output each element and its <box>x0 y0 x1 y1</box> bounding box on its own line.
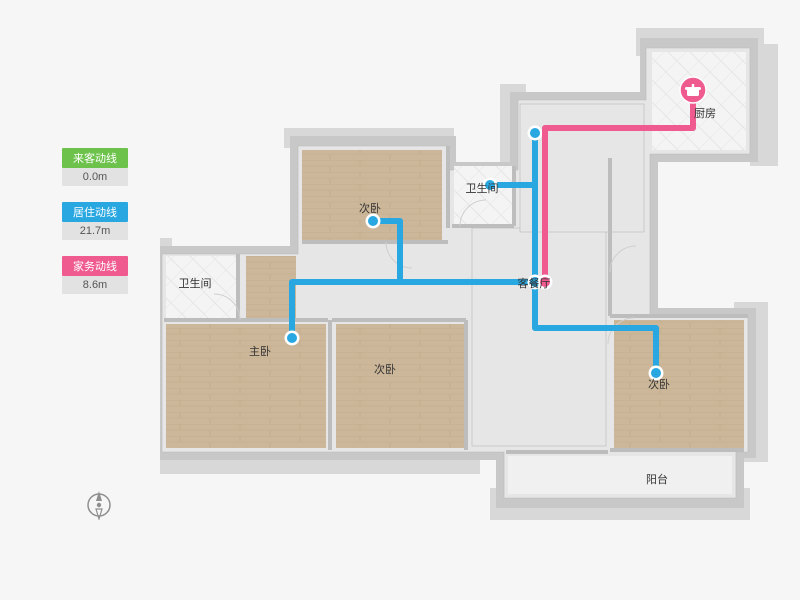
legend-value-living: 21.7m <box>62 222 128 240</box>
legend-swatch-living: 居住动线 <box>62 202 128 222</box>
room-label-living: 客餐厅 <box>518 276 551 290</box>
route-node <box>530 128 540 138</box>
room-label-bed-2a: 次卧 <box>359 201 381 215</box>
floor-plan: 厨房卫生间次卧卫生间客餐厅主卧次卧次卧阳台 <box>160 28 780 578</box>
route-node <box>368 216 378 226</box>
legend-swatch-guest: 来客动线 <box>62 148 128 168</box>
legend-swatch-chores: 家务动线 <box>62 256 128 276</box>
legend-item-living: 居住动线 21.7m <box>62 202 128 240</box>
legend-item-guest: 来客动线 0.0m <box>62 148 128 186</box>
room-label-bed-2c: 次卧 <box>648 377 670 391</box>
floors <box>166 52 746 494</box>
room-label-bath-2: 卫生间 <box>179 276 212 290</box>
room-label-bath-1: 卫生间 <box>466 181 499 195</box>
kitchen-marker <box>680 77 706 103</box>
route-node <box>651 368 661 378</box>
room-label-kitchen: 厨房 <box>694 107 716 120</box>
legend-value-chores: 8.6m <box>62 276 128 294</box>
legend-value-guest: 0.0m <box>62 168 128 186</box>
room-label-balcony: 阳台 <box>646 472 668 486</box>
legend-item-chores: 家务动线 8.6m <box>62 256 128 294</box>
room-label-bed-2b: 次卧 <box>374 362 396 376</box>
room-label-bed-master: 主卧 <box>249 345 271 358</box>
legend: 来客动线 0.0m 居住动线 21.7m 家务动线 8.6m <box>62 148 128 310</box>
route-node <box>287 333 297 343</box>
pot-icon <box>687 89 699 96</box>
compass-icon <box>84 490 114 520</box>
